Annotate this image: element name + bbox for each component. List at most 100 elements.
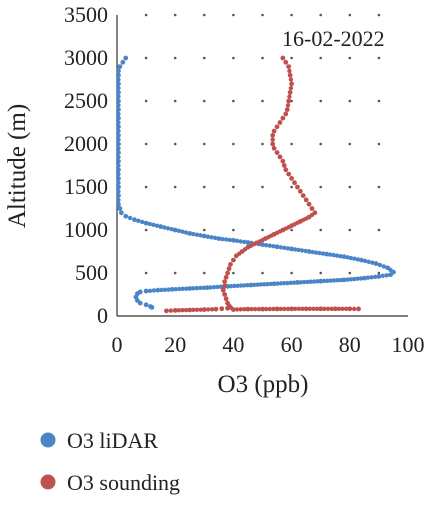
data-point [173, 286, 178, 292]
data-point [143, 302, 149, 308]
data-point [116, 115, 121, 121]
grid-dot [144, 142, 148, 146]
data-point [265, 281, 270, 287]
x-tick-label: 60 [281, 332, 303, 357]
data-point [123, 213, 129, 219]
grid-dot [173, 56, 177, 60]
series-1 [164, 55, 318, 314]
data-point [183, 230, 189, 235]
data-point [166, 287, 171, 292]
grid-dot [319, 99, 323, 103]
legend-label: O3 liDAR [67, 428, 158, 453]
data-point [118, 210, 124, 216]
data-point [209, 235, 214, 240]
data-point [355, 257, 361, 262]
data-point [373, 261, 379, 266]
data-point [201, 307, 207, 312]
data-point [116, 81, 121, 87]
data-point [220, 236, 225, 242]
data-point [292, 180, 297, 186]
grid-dot [173, 13, 177, 17]
data-point [295, 280, 300, 285]
grid-dot [261, 228, 264, 232]
data-point [245, 306, 251, 312]
data-point [222, 283, 228, 289]
data-point [274, 124, 280, 130]
data-point [317, 250, 322, 256]
data-point [216, 236, 222, 242]
data-point [270, 141, 276, 147]
data-point [245, 283, 250, 288]
data-point [238, 239, 243, 244]
data-point [187, 286, 193, 291]
data-point [289, 246, 294, 252]
grid-dot [173, 142, 177, 146]
data-point [201, 285, 206, 290]
data-point [116, 163, 121, 168]
data-point [205, 307, 211, 312]
data-point [261, 282, 267, 287]
data-point [116, 176, 121, 181]
grid-dot [377, 271, 381, 275]
data-point [116, 184, 121, 190]
data-point [380, 273, 385, 279]
data-point [309, 206, 315, 211]
grid-dot [290, 185, 293, 189]
data-point [248, 282, 254, 288]
data-point [191, 286, 196, 291]
y-tick-label: 500 [75, 260, 108, 285]
data-point [292, 247, 298, 252]
data-point [213, 235, 218, 241]
grid-dot [261, 99, 264, 103]
data-point [116, 150, 121, 156]
data-point [222, 279, 228, 284]
data-point [116, 103, 121, 108]
data-point [184, 286, 189, 291]
grid-dot [348, 271, 352, 275]
data-point [296, 306, 302, 312]
data-point [369, 275, 374, 280]
data-point [329, 306, 334, 311]
data-point [219, 306, 225, 312]
data-point [355, 276, 360, 281]
data-point [238, 283, 244, 288]
data-point [300, 306, 305, 312]
axes [116, 15, 408, 317]
data-point [275, 281, 280, 286]
data-point [180, 307, 185, 313]
grid-dot [203, 142, 206, 146]
data-point [361, 275, 367, 281]
data-point [191, 307, 196, 313]
data-point [284, 107, 290, 112]
data-point [234, 307, 240, 312]
data-point [204, 285, 210, 291]
data-point [277, 154, 283, 160]
data-point [231, 257, 236, 263]
data-point [116, 94, 121, 99]
data-point [283, 167, 289, 173]
grid-dot [290, 13, 293, 17]
data-point [228, 283, 234, 289]
x-tick-label: 100 [392, 332, 425, 357]
data-point [116, 85, 121, 91]
data-point [306, 201, 312, 207]
data-point [315, 279, 320, 284]
data-point [301, 279, 307, 285]
legend: O3 liDAR O3 sounding [40, 428, 180, 495]
data-point [286, 171, 292, 177]
data-point [258, 282, 264, 287]
data-point [177, 286, 182, 292]
data-point [377, 262, 383, 268]
x-tick-label: 20 [164, 332, 186, 357]
grid-dot [261, 13, 264, 17]
data-point [231, 237, 236, 243]
grid-dot [348, 142, 352, 146]
data-point [289, 176, 294, 181]
data-point [341, 254, 347, 260]
x-axis-title: O3 (ppb) [218, 371, 309, 398]
data-point [270, 133, 276, 138]
grid-dot [261, 142, 264, 146]
data-point [288, 280, 293, 286]
data-point [278, 245, 283, 250]
y-tick-label: 3000 [64, 45, 108, 70]
